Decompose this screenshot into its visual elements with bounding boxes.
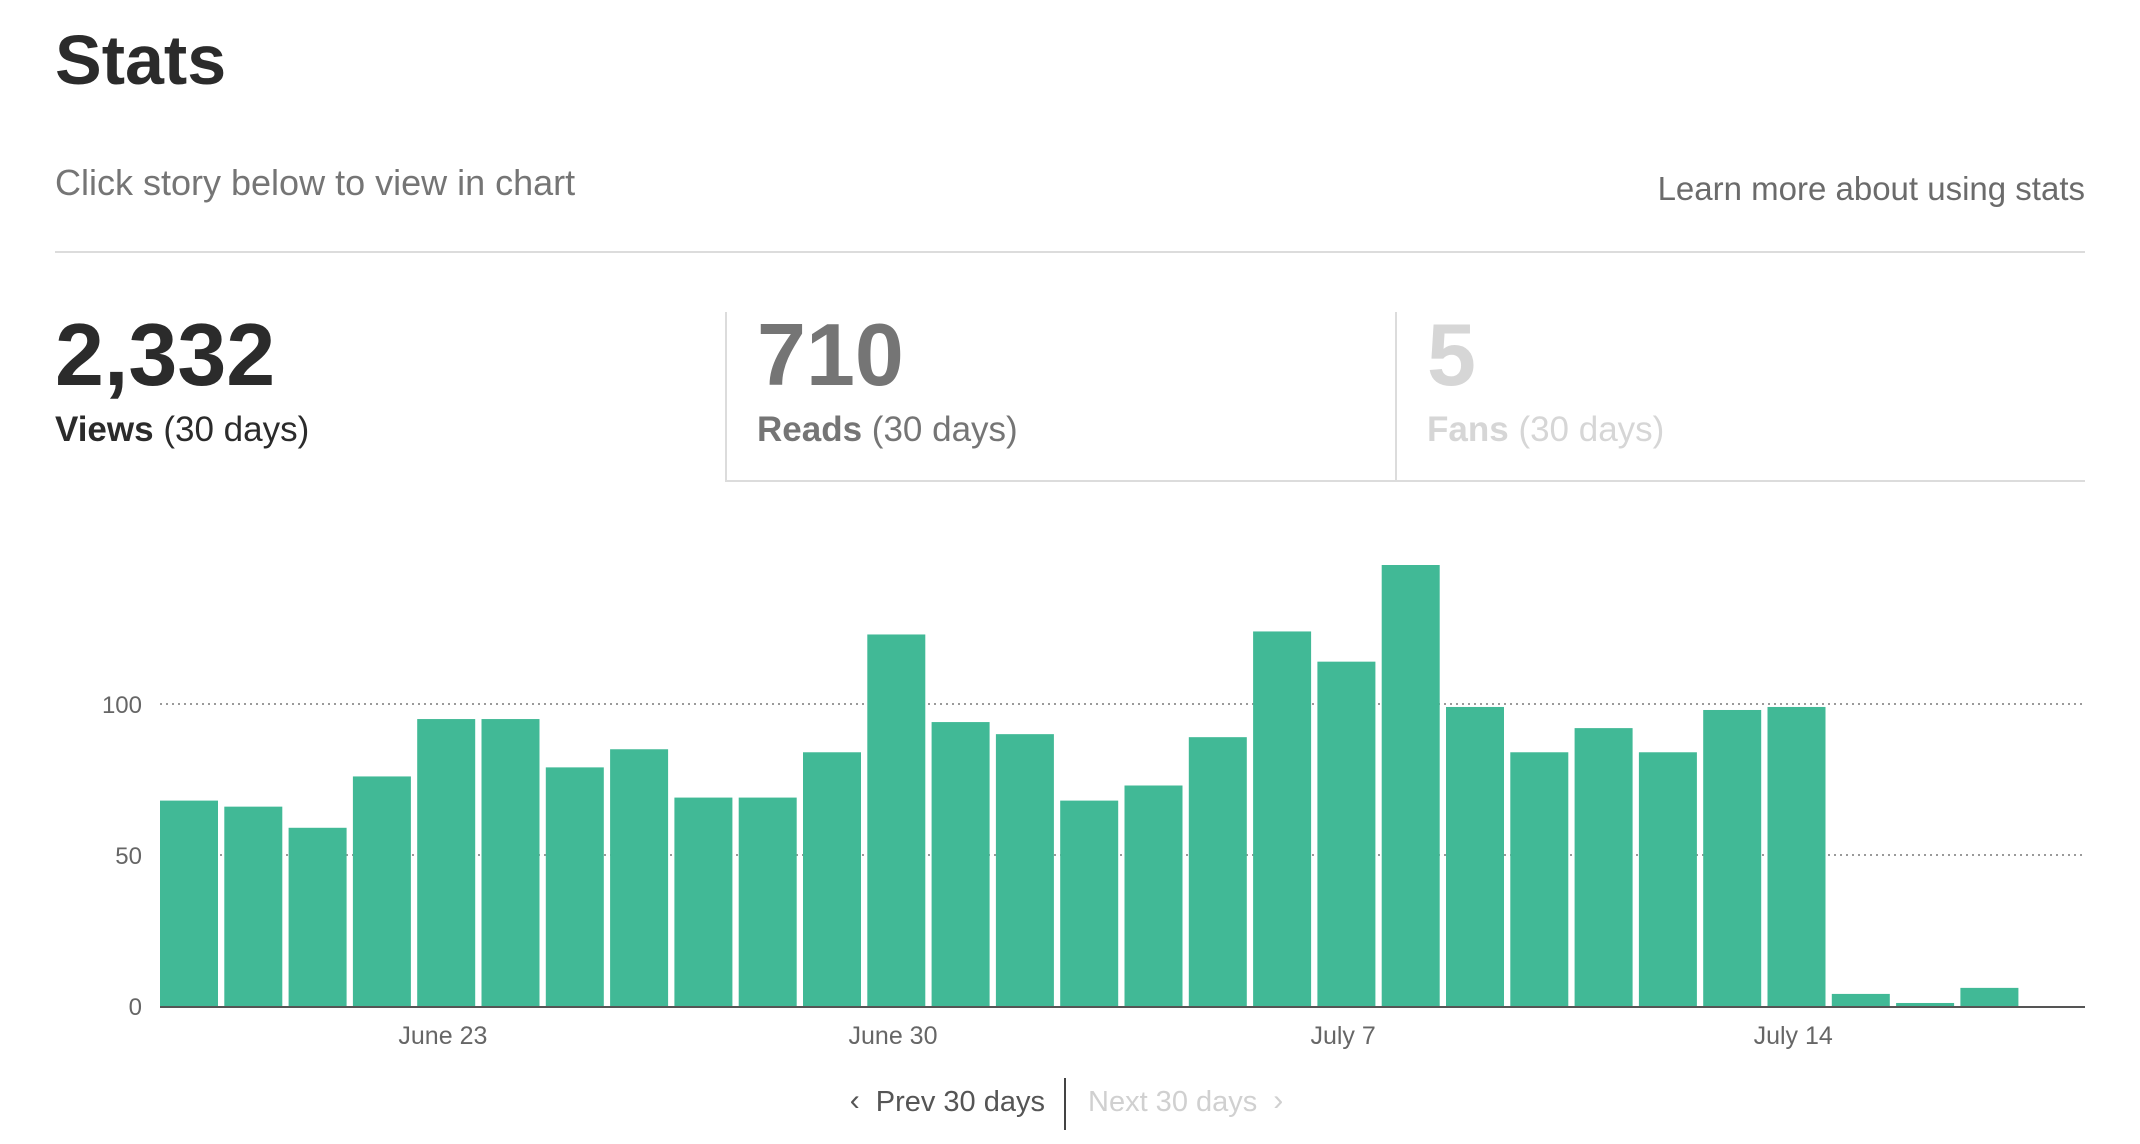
page-subtitle: Click story below to view in chart: [55, 162, 576, 203]
pager: ‹ Prev 30 days Next 30 days ›: [0, 1078, 2140, 1130]
pager-separator: [1064, 1078, 1066, 1130]
bar: [160, 800, 218, 1006]
bar: [803, 752, 861, 1006]
bar: [867, 634, 926, 1006]
bar: [1124, 785, 1183, 1006]
bar: [1638, 752, 1697, 1006]
bar: [1703, 709, 1762, 1006]
views-count: 2,332: [55, 305, 276, 404]
bar: [417, 719, 476, 1006]
bar: [1831, 993, 1890, 1006]
bar: [288, 827, 347, 1006]
bar: [610, 749, 669, 1006]
fans-count: 5: [1427, 305, 1476, 404]
prev-30-days-label: Prev 30 days: [875, 1086, 1045, 1118]
reads-label-name: Reads: [757, 410, 863, 449]
fans-label-period: (30 days): [1518, 410, 1665, 449]
learn-more-link[interactable]: Learn more about using stats: [1657, 170, 2085, 207]
bar: [224, 806, 283, 1006]
x-tick-label: July 14: [1754, 1022, 1833, 1050]
metric-tab-fans[interactable]: 5 Fans (30 days): [1395, 305, 2085, 482]
next-30-days-label: Next 30 days: [1088, 1086, 1258, 1118]
views-bar-chart: 0 50 100 June 23 June 30 July 7 July 14: [0, 540, 2140, 1060]
bar: [1381, 565, 1440, 1006]
reads-count: 710: [757, 305, 904, 404]
prev-30-days-button[interactable]: ‹ Prev 30 days: [850, 1084, 1045, 1119]
bar: [1896, 1002, 1955, 1006]
views-label: Views (30 days): [55, 410, 309, 450]
y-tick-label: 100: [102, 692, 142, 719]
bar: [1767, 706, 1826, 1006]
bar: [995, 734, 1054, 1006]
metric-tab-views[interactable]: 2,332 Views (30 days): [55, 305, 725, 482]
views-label-period: (30 days): [163, 410, 310, 449]
bar: [738, 797, 797, 1006]
bar: [1253, 631, 1312, 1006]
bar: [1317, 661, 1376, 1006]
next-30-days-button: Next 30 days ›: [1088, 1084, 1283, 1119]
bar: [1446, 706, 1504, 1006]
chevron-left-icon: ‹: [849, 1084, 860, 1117]
reads-label-period: (30 days): [871, 410, 1018, 449]
chevron-right-icon: ›: [1273, 1084, 1284, 1117]
chart-svg: 0 50 100 June 23 June 30 July 7 July 14: [102, 565, 2085, 1050]
x-tick-label: July 7: [1310, 1022, 1375, 1050]
bar: [545, 767, 604, 1006]
fans-label: Fans (30 days): [1427, 410, 1664, 450]
bar: [352, 776, 411, 1006]
bar: [1960, 987, 2019, 1006]
bar: [1574, 728, 1633, 1006]
bar: [481, 719, 540, 1006]
fans-label-name: Fans: [1427, 410, 1509, 449]
reads-label: Reads (30 days): [757, 410, 1018, 450]
x-tick-label: June 30: [849, 1022, 938, 1050]
y-tick-label: 50: [115, 843, 142, 870]
views-label-name: Views: [55, 410, 154, 449]
x-tick-label: June 23: [398, 1022, 487, 1050]
header-divider: [55, 251, 2085, 253]
bar: [674, 797, 733, 1006]
bar: [1510, 752, 1569, 1006]
bar: [1060, 800, 1119, 1006]
y-tick-label: 0: [129, 994, 142, 1021]
bar: [931, 722, 990, 1006]
page-title: Stats: [55, 21, 227, 99]
metric-tab-reads[interactable]: 710 Reads (30 days): [725, 305, 1395, 482]
bar: [1188, 737, 1247, 1006]
